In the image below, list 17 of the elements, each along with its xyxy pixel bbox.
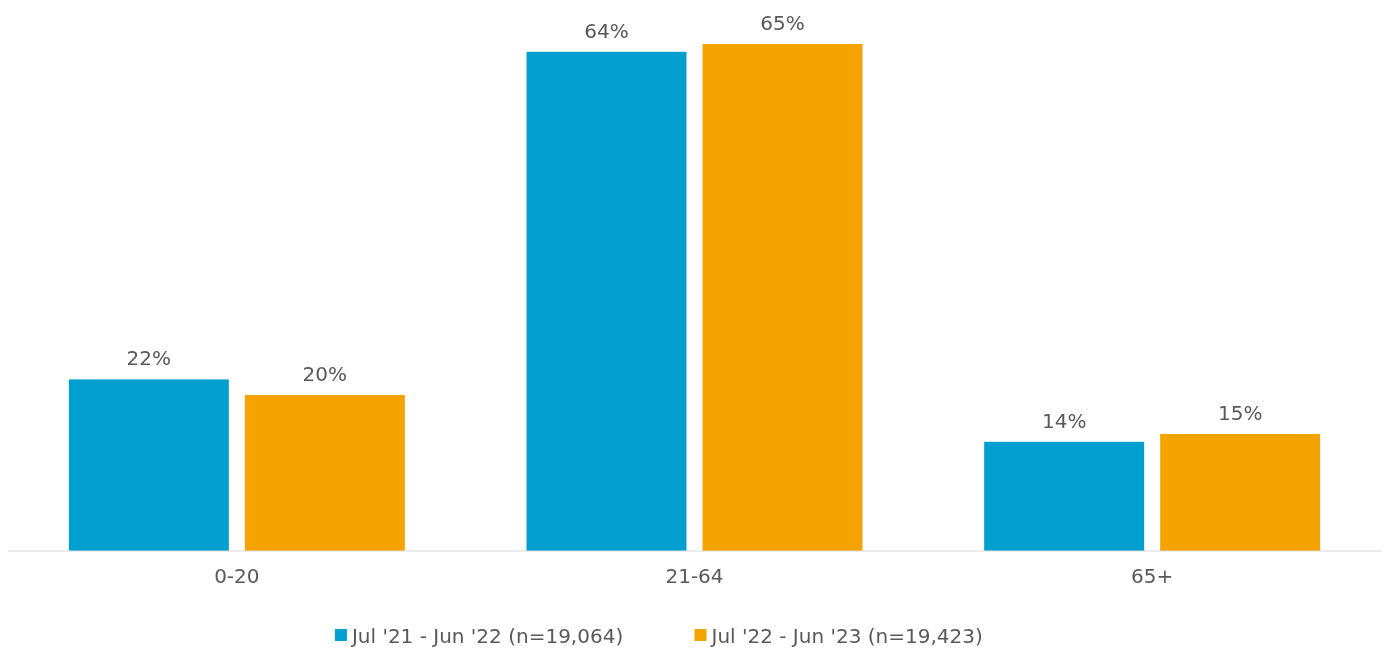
data-label: 15% bbox=[1217, 401, 1263, 425]
bar bbox=[526, 51, 687, 551]
x-tick-label: 65+ bbox=[1131, 564, 1174, 588]
bar bbox=[244, 395, 405, 551]
data-label: 14% bbox=[1041, 408, 1087, 433]
x-tick-label: 0-20 bbox=[214, 564, 260, 588]
data-label: 64% bbox=[584, 18, 629, 43]
data-label: 22% bbox=[126, 346, 172, 371]
legend-label: Jul '21 - Jun '22 (n=19,064) bbox=[349, 624, 624, 648]
x-tick-label: 21-64 bbox=[665, 564, 724, 588]
bar bbox=[702, 44, 863, 551]
bar bbox=[68, 379, 229, 551]
bar bbox=[984, 441, 1145, 551]
data-label: 20% bbox=[302, 362, 348, 386]
bar bbox=[1160, 434, 1321, 551]
legend-label: Jul '22 - Jun '23 (n=19,423) bbox=[709, 624, 983, 648]
data-label: 65% bbox=[760, 11, 805, 35]
